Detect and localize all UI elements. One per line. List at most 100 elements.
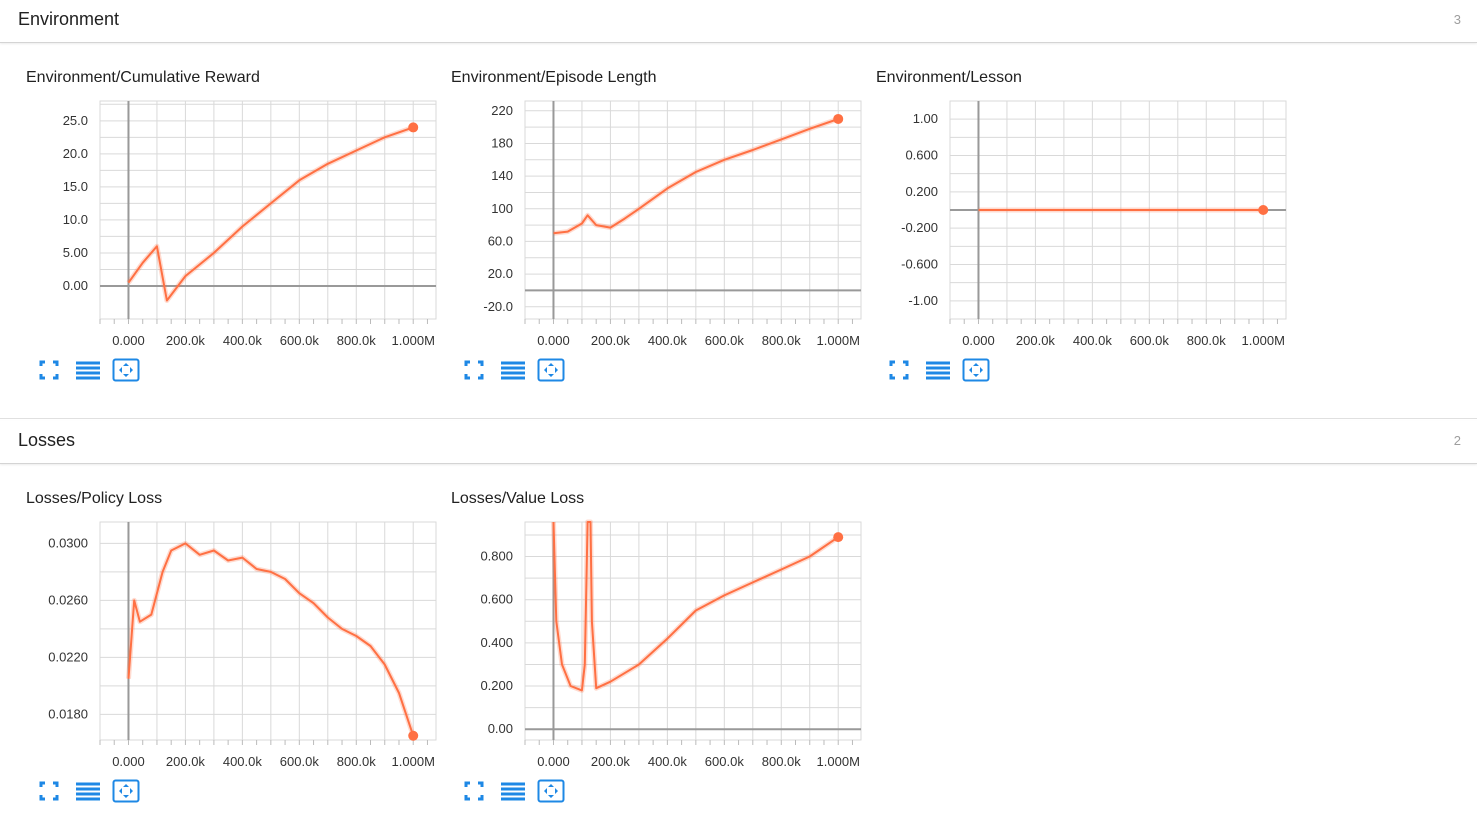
toggle-log-scale-button[interactable] xyxy=(74,357,102,383)
fullscreen-icon-shape xyxy=(39,781,59,801)
fit-domain-frame xyxy=(962,358,990,382)
list-icon xyxy=(501,782,525,801)
fit-domain-frame xyxy=(112,779,140,803)
toggle-log-scale-button[interactable] xyxy=(499,778,527,804)
fit-domain-frame xyxy=(537,779,565,803)
chart-card-cumulative-reward: Environment/Cumulative Reward 0.000 200.0… xyxy=(26,69,446,414)
y-tick-label: 0.600 xyxy=(480,592,513,607)
fullscreen-button[interactable] xyxy=(461,357,489,383)
fit-domain-button[interactable] xyxy=(112,778,140,804)
y-tick-label: 10.0 xyxy=(63,212,88,227)
series-line xyxy=(127,126,414,302)
toggle-log-scale-button[interactable] xyxy=(499,357,527,383)
fullscreen-button[interactable] xyxy=(886,357,914,383)
fit-domain-frame xyxy=(537,358,565,382)
fullscreen-button[interactable] xyxy=(36,357,64,383)
chart-title: Losses/Policy Loss xyxy=(26,490,163,507)
x-tick-label: 800.0k xyxy=(1187,333,1227,348)
list-icon-bar xyxy=(926,371,950,375)
y-tick-label: -20.0 xyxy=(483,299,513,314)
x-tick-label: 0.000 xyxy=(112,333,145,348)
x-tick-label: 1.000M xyxy=(392,754,435,769)
y-tick-label: 0.600 xyxy=(905,148,938,163)
x-tick-label: 1.000M xyxy=(392,333,435,348)
x-tick-label: 400.0k xyxy=(223,333,263,348)
list-icon-bar xyxy=(76,797,100,801)
section-divider xyxy=(0,418,1477,419)
chart-plot[interactable]: 0.000 200.0k 400.0k 600.0k 800.0k 1.000M -1.00… xyxy=(876,97,1296,352)
x-tick-label: 0.000 xyxy=(537,333,570,348)
series-end-point xyxy=(408,730,419,741)
chart-plot[interactable]: 0.000 200.0k 400.0k 600.0k 800.0k 1.000M 0.00 0… xyxy=(451,518,871,773)
y-tick-label: 20.0 xyxy=(63,146,88,161)
fullscreen-icon-shape xyxy=(39,360,59,380)
series-end-point xyxy=(408,122,419,133)
list-icon xyxy=(926,361,950,380)
y-tick-label: 220 xyxy=(491,103,513,118)
section-title: Environment xyxy=(18,9,120,29)
fullscreen-button[interactable] xyxy=(36,778,64,804)
fit-domain-arrows xyxy=(119,784,133,798)
y-tick-label: 20.0 xyxy=(488,266,513,281)
chart-plot[interactable]: 0.000 200.0k 400.0k 600.0k 800.0k 1.000M 0.018… xyxy=(26,518,446,773)
list-icon-bar xyxy=(76,376,100,380)
list-icon-bar xyxy=(501,797,525,801)
x-tick-label: 1.000M xyxy=(817,754,860,769)
y-tick-label: -0.600 xyxy=(901,257,938,272)
list-icon-bar xyxy=(501,782,525,786)
fullscreen-icon xyxy=(39,360,59,380)
list-icon xyxy=(76,361,100,380)
x-tick-label: 600.0k xyxy=(1130,333,1170,348)
series-end-point xyxy=(1258,205,1269,215)
y-tick-label: 100 xyxy=(491,201,513,216)
series-line xyxy=(552,521,839,692)
x-tick-label: 0.000 xyxy=(537,754,570,769)
fullscreen-icon xyxy=(464,360,484,380)
fit-domain-arrows xyxy=(544,784,558,798)
list-icon-bar xyxy=(501,371,525,375)
toggle-log-scale-button[interactable] xyxy=(924,357,952,383)
y-tick-label: 140 xyxy=(491,168,513,183)
y-tick-label: 0.0260 xyxy=(48,592,88,607)
list-icon-bar xyxy=(501,376,525,380)
chart-plot[interactable]: 0.000 200.0k 400.0k 600.0k 800.0k 1.000M -20.0… xyxy=(451,97,871,352)
x-tick-label: 1.000M xyxy=(817,333,860,348)
section-header-environment[interactable]: Environment 3 xyxy=(0,0,1477,43)
x-tick-label: 600.0k xyxy=(705,754,745,769)
y-tick-label: 0.800 xyxy=(480,549,513,564)
toggle-log-scale-button[interactable] xyxy=(74,778,102,804)
chart-card-lesson: Environment/Lesson 0.000 200.0k 400.0k 600.… xyxy=(876,69,1296,414)
series-line xyxy=(553,118,839,235)
list-icon-bar xyxy=(76,782,100,786)
x-tick-label: 200.0k xyxy=(591,754,631,769)
list-icon-bar xyxy=(501,366,525,370)
y-tick-label: 5.00 xyxy=(63,245,88,260)
fit-domain-arrows xyxy=(119,363,133,377)
fit-domain-button[interactable] xyxy=(537,357,565,383)
list-icon-bar xyxy=(501,787,525,791)
list-icon-bar xyxy=(501,361,525,365)
chart-plot[interactable]: 0.000 200.0k 400.0k 600.0k 800.0k 1.000M 0.00 5… xyxy=(26,97,446,352)
fit-domain-icon xyxy=(537,358,565,382)
x-tick-label: 200.0k xyxy=(1016,333,1056,348)
fullscreen-icon xyxy=(889,360,909,380)
fit-domain-frame xyxy=(112,358,140,382)
fit-domain-button[interactable] xyxy=(962,357,990,383)
y-tick-label: 0.0220 xyxy=(48,649,88,664)
list-icon-bar xyxy=(76,792,100,796)
x-tick-label: 600.0k xyxy=(280,333,320,348)
fullscreen-button[interactable] xyxy=(461,778,489,804)
series-line xyxy=(127,542,415,737)
y-tick-label: 180 xyxy=(491,135,513,150)
fullscreen-icon-shape xyxy=(889,360,909,380)
y-tick-label: -0.200 xyxy=(901,220,938,235)
section-header-losses[interactable]: Losses 2 xyxy=(0,421,1477,464)
fullscreen-icon-shape xyxy=(464,781,484,801)
x-tick-label: 400.0k xyxy=(1073,333,1113,348)
fit-domain-icon xyxy=(962,358,990,382)
x-tick-label: 800.0k xyxy=(762,333,802,348)
chart-title: Environment/Cumulative Reward xyxy=(26,69,260,86)
fit-domain-button[interactable] xyxy=(112,357,140,383)
fit-domain-button[interactable] xyxy=(537,778,565,804)
x-tick-label: 0.000 xyxy=(112,754,145,769)
